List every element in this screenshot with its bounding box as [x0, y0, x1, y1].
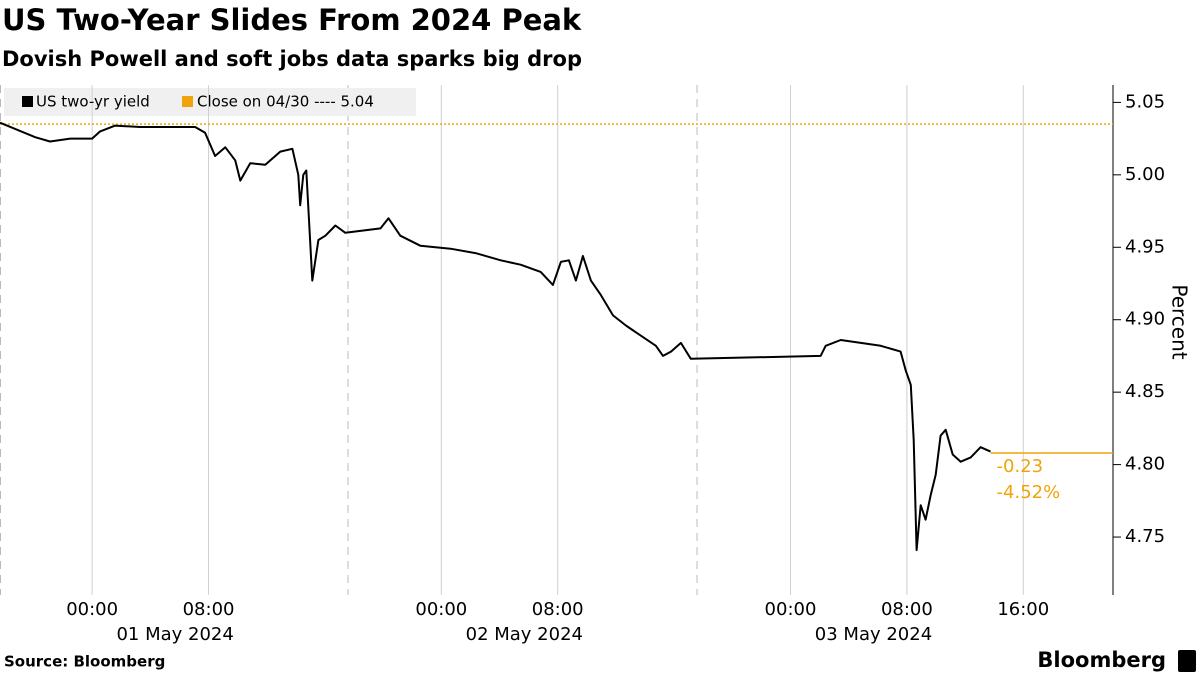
x-tick-label: 16:00 — [997, 599, 1049, 620]
x-date-label: 02 May 2024 — [466, 624, 583, 645]
x-tick-label: 00:00 — [765, 599, 817, 620]
y-tick-label: 4.80 — [1125, 454, 1165, 475]
x-tick-label: 08:00 — [881, 599, 933, 620]
line-series — [0, 121, 991, 552]
x-tick-label: 08:00 — [532, 599, 584, 620]
chart-title: US Two-Year Slides From 2024 Peak — [2, 3, 582, 37]
y-tick-label: 4.75 — [1125, 526, 1165, 547]
legend-label: US two-yr yield — [36, 93, 150, 111]
annotation: -0.23 — [997, 456, 1044, 477]
y-tick-label: 4.90 — [1125, 309, 1165, 330]
y-axis-title: Percent — [1168, 284, 1192, 359]
chart-subtitle: Dovish Powell and soft jobs data sparks … — [2, 47, 582, 71]
legend-swatch — [182, 96, 193, 107]
x-tick-label: 08:00 — [183, 599, 235, 620]
y-tick-label: 5.05 — [1125, 91, 1165, 112]
annotation: -4.52% — [997, 482, 1061, 503]
brand-icon — [1178, 650, 1196, 672]
y-tick-label: 4.95 — [1125, 236, 1165, 257]
x-date-label: 03 May 2024 — [815, 624, 932, 645]
y-tick-label: 4.85 — [1125, 381, 1165, 402]
x-tick-label: 00:00 — [415, 599, 467, 620]
legend-box — [4, 88, 416, 116]
brand: Bloomberg — [1037, 648, 1166, 672]
x-date-label: 01 May 2024 — [116, 624, 233, 645]
y-tick-label: 5.00 — [1125, 164, 1165, 185]
source: Source: Bloomberg — [4, 653, 165, 671]
x-tick-label: 00:00 — [66, 599, 118, 620]
legend-swatch — [22, 96, 33, 107]
legend-label: Close on 04/30 ---- 5.04 — [197, 93, 374, 111]
